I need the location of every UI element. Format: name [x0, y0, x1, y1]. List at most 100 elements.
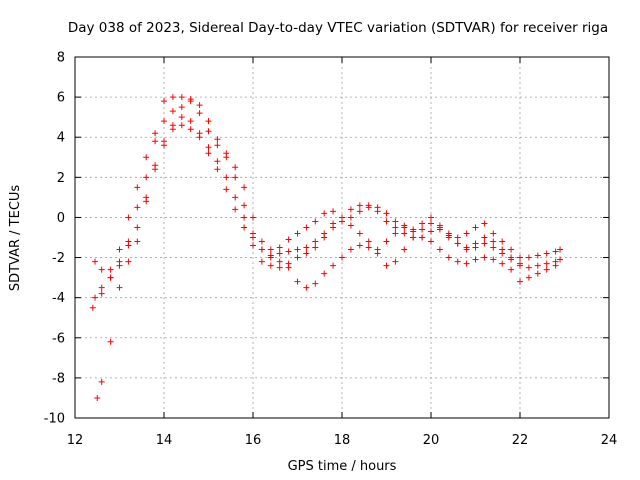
y-tick-label: -6: [52, 331, 65, 346]
data-point: [365, 244, 372, 251]
data-point: [392, 224, 399, 231]
data-point: [285, 236, 292, 243]
data-point: [258, 238, 265, 245]
data-point: [241, 202, 248, 209]
data-point: [463, 246, 470, 253]
data-point: [383, 262, 390, 269]
data-point: [543, 266, 550, 273]
x-tick-label: 14: [156, 433, 173, 448]
data-point: [321, 270, 328, 277]
data-point: [445, 254, 452, 261]
data-point: [187, 118, 194, 125]
data-point: [508, 266, 515, 273]
data-point: [499, 260, 506, 267]
data-point: [223, 186, 230, 193]
data-point: [134, 238, 141, 245]
data-point: [187, 98, 194, 105]
data-point: [169, 94, 176, 101]
data-point: [294, 254, 301, 261]
x-axis-ticks: 12 14 16 18 20 22 24: [67, 57, 617, 448]
data-point: [98, 284, 105, 291]
x-tick-label: 16: [245, 433, 262, 448]
chart-title: Day 038 of 2023, Sidereal Day-to-day VTE…: [68, 20, 608, 36]
data-point: [232, 194, 239, 201]
data-point: [241, 214, 248, 221]
data-point: [241, 224, 248, 231]
data-point: [232, 174, 239, 181]
data-point: [454, 240, 461, 247]
data-point: [356, 242, 363, 249]
data-point: [258, 258, 265, 265]
data-point: [410, 234, 417, 241]
data-point: [125, 242, 132, 249]
x-tick-label: 12: [67, 433, 84, 448]
data-point: [436, 246, 443, 253]
data-point: [557, 256, 564, 263]
data-point: [92, 258, 99, 265]
data-point: [543, 250, 550, 257]
data-point: [517, 254, 523, 261]
data-point: [152, 130, 159, 137]
data-point: [401, 246, 408, 253]
data-point: [419, 220, 426, 227]
data-point: [178, 104, 185, 111]
data-point: [205, 128, 212, 135]
x-tick-label: 20: [423, 433, 440, 448]
data-point: [89, 304, 96, 311]
data-point: [481, 254, 488, 261]
data-point: [161, 118, 167, 125]
plot-frame: [74, 56, 610, 419]
data-point: [267, 262, 274, 269]
y-axis-ticks: -10 -8 -6 -4 -2 0 2 4 6 8: [44, 51, 609, 427]
data-point: [347, 214, 354, 221]
data-point: [223, 174, 230, 181]
data-point: [356, 230, 363, 237]
data-point: [312, 238, 319, 245]
data-point: [161, 138, 167, 145]
data-point: [312, 280, 319, 287]
data-point: [552, 262, 559, 269]
data-point: [232, 206, 239, 213]
data-point: [321, 234, 328, 241]
x-tick-label: 22: [512, 433, 529, 448]
data-point: [428, 214, 434, 221]
data-point: [347, 246, 354, 253]
data-point: [205, 150, 212, 157]
data-point: [267, 252, 274, 259]
data-point: [383, 218, 390, 225]
data-point: [276, 258, 283, 265]
data-point: [365, 202, 372, 209]
data-point: [356, 202, 363, 209]
data-point: [356, 208, 363, 215]
data-point: [178, 122, 185, 129]
y-tick-label: 8: [57, 51, 65, 66]
data-point: [250, 214, 256, 221]
data-point: [294, 230, 301, 237]
data-point: [383, 210, 390, 217]
data-points: [89, 94, 564, 401]
data-point: [205, 144, 212, 151]
data-point: [499, 238, 506, 245]
data-point: [98, 290, 105, 297]
data-point: [267, 246, 274, 253]
data-point: [187, 126, 194, 133]
data-point: [250, 234, 256, 241]
data-point: [525, 254, 532, 261]
y-tick-label: 4: [57, 131, 65, 146]
data-point: [276, 244, 283, 251]
data-point: [401, 224, 408, 231]
data-point: [428, 220, 434, 227]
data-point: [463, 230, 470, 237]
data-point: [454, 234, 461, 241]
data-point: [428, 228, 434, 235]
data-point: [125, 214, 132, 221]
data-point: [481, 220, 488, 227]
data-point: [312, 218, 319, 225]
data-point: [472, 244, 479, 251]
data-point: [152, 138, 159, 145]
data-point: [428, 238, 434, 245]
data-point: [552, 248, 559, 255]
data-point: [214, 136, 221, 143]
data-point: [419, 234, 426, 241]
data-point: [196, 110, 203, 117]
